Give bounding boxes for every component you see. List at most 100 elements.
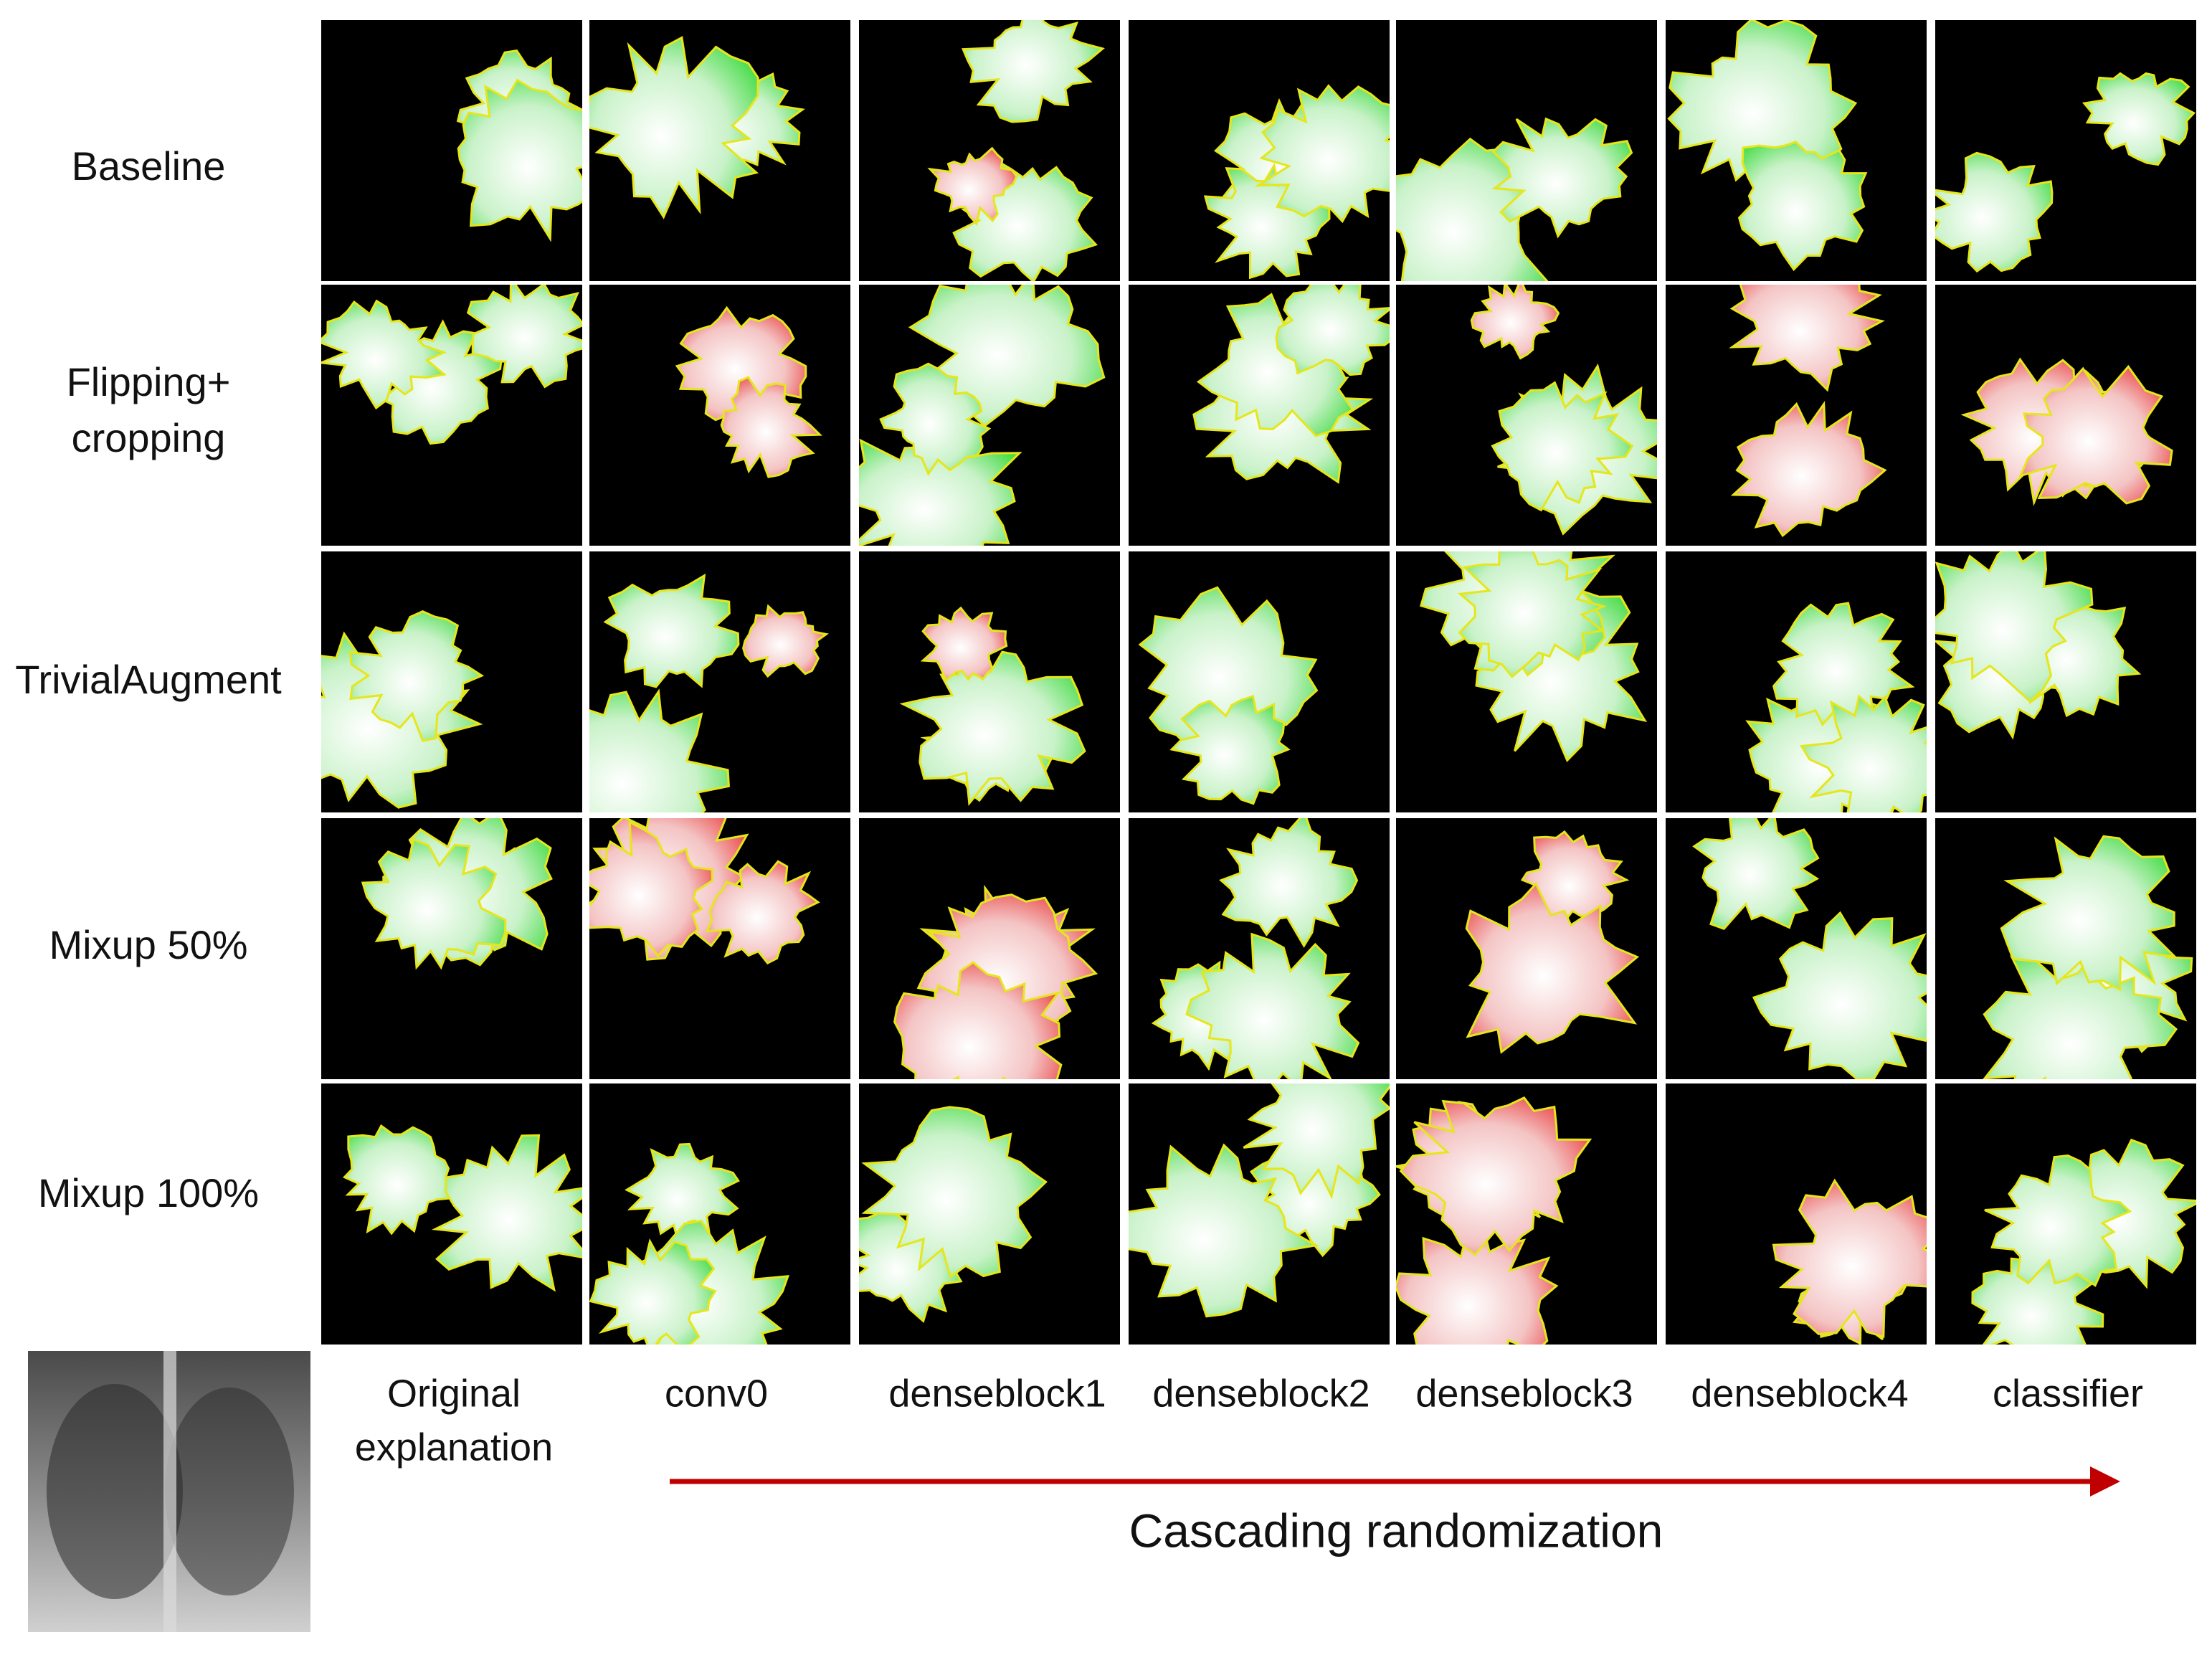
saliency-region [861, 1106, 1048, 1279]
explanation-tile [1666, 285, 1927, 546]
explanation-tile [859, 20, 1120, 281]
saliency-region [1399, 1096, 1592, 1256]
explanation-tile [1666, 818, 1927, 1079]
column-label: Original [387, 1372, 521, 1415]
saliency-region [1730, 401, 1887, 538]
saliency-region [742, 604, 830, 678]
saliency-region [589, 688, 730, 812]
saliency-region [589, 1238, 717, 1345]
saliency-region [348, 610, 485, 742]
saliency-region [961, 20, 1105, 123]
explanation-tile [589, 20, 850, 281]
saliency-region [705, 860, 820, 964]
saliency-region [361, 838, 507, 970]
saliency-region [1457, 551, 1607, 678]
saliency-region [1465, 881, 1640, 1054]
explanation-tile [1935, 20, 2196, 281]
saliency-region [1728, 285, 1885, 392]
explanation-tile [321, 818, 582, 1079]
column-label: denseblock2 [1152, 1372, 1370, 1415]
saliency-region [1491, 117, 1633, 239]
row-label: Flipping+ [67, 359, 231, 404]
explanation-tile [1396, 818, 1657, 1079]
saliency-region [1752, 911, 1927, 1079]
column-label: denseblock4 [1691, 1372, 1908, 1415]
saliency-region [431, 1134, 582, 1292]
explanation-tile [1935, 818, 2196, 1079]
saliency-region [1737, 141, 1868, 272]
saliency-region [603, 573, 740, 688]
saliency-region [899, 649, 1086, 807]
column-label: classifier [1993, 1372, 2143, 1415]
explanation-tile [1666, 1083, 1927, 1345]
explanation-tile [589, 818, 850, 1079]
saliency-region [1169, 694, 1291, 805]
saliency-region [1984, 1154, 2132, 1287]
row-label: Mixup 50% [49, 922, 247, 967]
saliency-region [321, 299, 447, 410]
column-label: conv0 [665, 1372, 768, 1415]
explanation-tile [1129, 20, 1390, 281]
saliency-region [1275, 285, 1390, 376]
explanation-tile [859, 1083, 1120, 1345]
saliency-region [2000, 835, 2178, 992]
saliency-region [1800, 694, 1927, 812]
saliency-region [2018, 364, 2173, 505]
saliency-region [2082, 72, 2196, 166]
explanation-tile [1935, 285, 2196, 546]
column-label: denseblock1 [888, 1372, 1106, 1415]
saliency-region [920, 606, 1008, 682]
saliency-region [927, 146, 1018, 227]
xray-spine [163, 1351, 176, 1632]
saliency-region [908, 285, 1106, 427]
column-label: denseblock3 [1415, 1372, 1633, 1415]
arrow-label: Cascading randomization [1129, 1504, 1663, 1557]
xray-lung [47, 1384, 183, 1599]
saliency-region [1243, 1083, 1390, 1200]
saliency-region [720, 376, 822, 478]
xray-lung [165, 1388, 294, 1595]
saliency-region [1219, 818, 1359, 948]
saliency-region [589, 820, 714, 958]
row-label: Mixup 100% [38, 1170, 259, 1215]
explanation-tile [1396, 20, 1657, 281]
saliency-region [466, 285, 582, 389]
row-label: TrivialAugment [15, 657, 282, 702]
explanation-tile [1396, 285, 1657, 546]
explanation-tile [1129, 1083, 1390, 1345]
saliency-region [1470, 285, 1560, 360]
saliency-region [1935, 551, 2094, 703]
saliency-region [1983, 948, 2178, 1079]
explanation-tile [859, 551, 1120, 812]
saliency-region [1185, 932, 1360, 1079]
saliency-region [1772, 1178, 1927, 1338]
saliency-region [625, 1142, 740, 1248]
row-label: cropping [72, 415, 226, 460]
explanation-tile [589, 551, 850, 812]
explanation-tile [321, 1083, 582, 1345]
explanation-tile [1666, 551, 1927, 812]
explanation-tile [859, 285, 1120, 546]
xray-image [28, 1351, 310, 1632]
explanation-tile [1129, 818, 1390, 1079]
column-label: explanation [355, 1426, 553, 1469]
saliency-region [1491, 381, 1634, 512]
explanation-tile [1129, 285, 1390, 546]
saliency-region [1129, 1143, 1319, 1318]
explanation-tile [1935, 551, 2196, 812]
saliency-region [893, 961, 1063, 1079]
explanation-tile [589, 285, 850, 546]
explanation-tile [1396, 1083, 1657, 1345]
saliency-region [1935, 151, 2054, 273]
explanation-tile [321, 551, 582, 812]
explanation-tile [321, 20, 582, 281]
explanation-tile [321, 285, 582, 546]
explanation-tile [1129, 551, 1390, 812]
explanation-tile [1396, 551, 1657, 812]
saliency-region [457, 78, 582, 242]
saliency-region [1692, 818, 1820, 930]
explanation-tile [859, 818, 1120, 1079]
explanation-tile [1935, 1083, 2196, 1345]
explanation-tile [589, 1083, 850, 1345]
